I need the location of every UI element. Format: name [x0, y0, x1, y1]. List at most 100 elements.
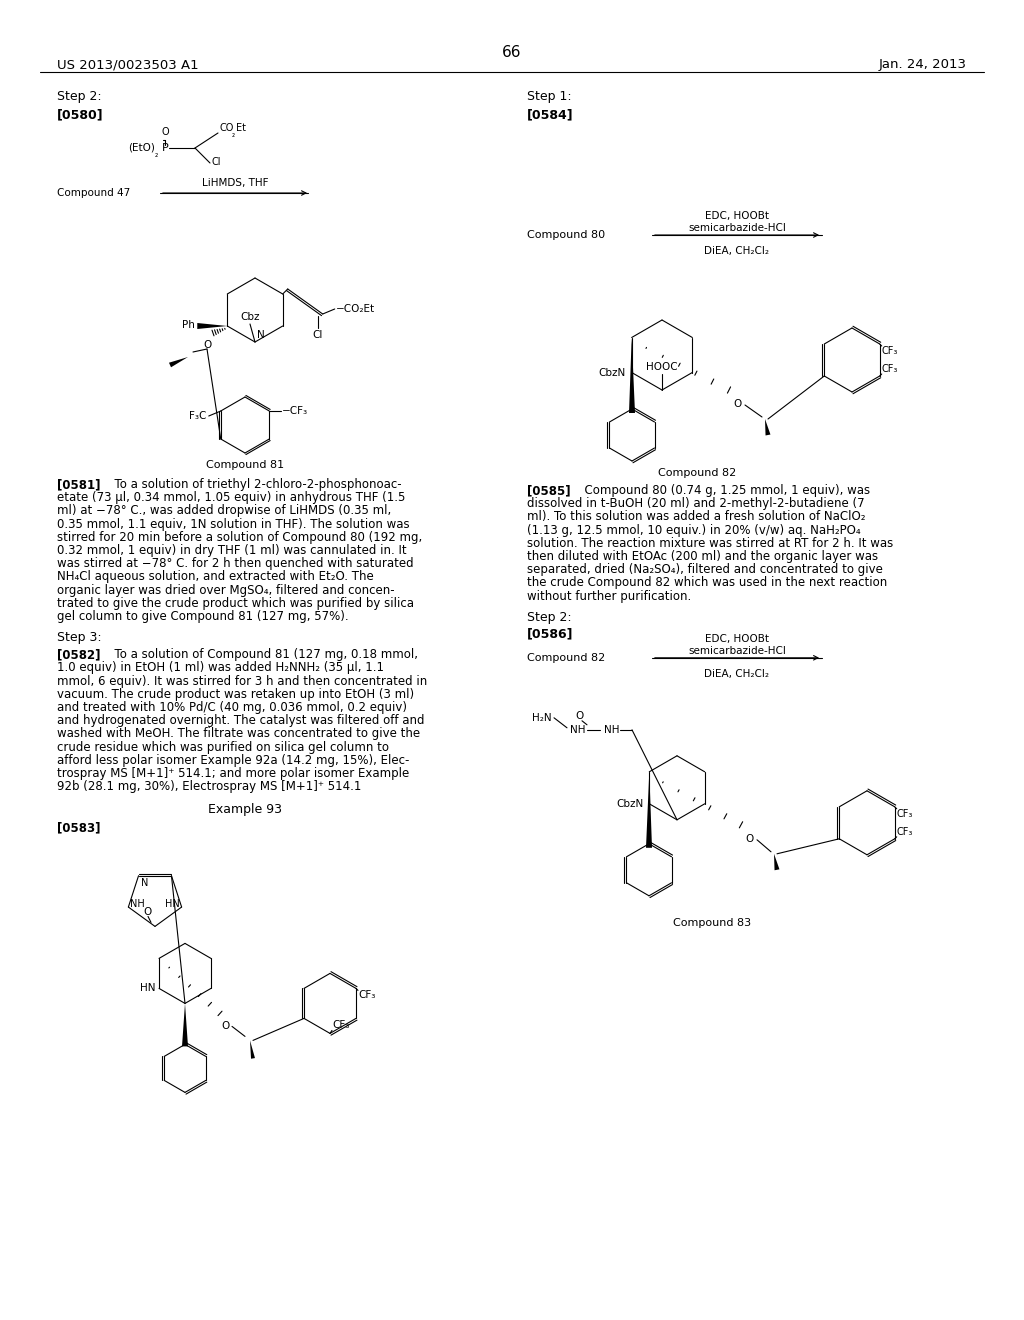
- Text: was stirred at −78° C. for 2 h then quenched with saturated: was stirred at −78° C. for 2 h then quen…: [57, 557, 414, 570]
- Text: Compound 81: Compound 81: [206, 459, 284, 470]
- Text: afford less polar isomer Example 92a (14.2 mg, 15%), Elec-: afford less polar isomer Example 92a (14…: [57, 754, 410, 767]
- Text: NH₄Cl aqueous solution, and extracted with Et₂O. The: NH₄Cl aqueous solution, and extracted wi…: [57, 570, 374, 583]
- Polygon shape: [765, 418, 770, 436]
- Text: NH: NH: [130, 899, 145, 909]
- Text: 1.0 equiv) in EtOH (1 ml) was added H₂NNH₂ (35 μl, 1.1: 1.0 equiv) in EtOH (1 ml) was added H₂NN…: [57, 661, 384, 675]
- Text: Compound 82: Compound 82: [657, 469, 736, 478]
- Text: HOOC: HOOC: [646, 362, 678, 372]
- Text: LiHMDS, THF: LiHMDS, THF: [202, 178, 268, 187]
- Text: gel column to give Compound 81 (127 mg, 57%).: gel column to give Compound 81 (127 mg, …: [57, 610, 348, 623]
- Text: organic layer was dried over MgSO₄, filtered and concen-: organic layer was dried over MgSO₄, filt…: [57, 583, 394, 597]
- Polygon shape: [629, 338, 635, 413]
- Text: washed with MeOH. The filtrate was concentrated to give the: washed with MeOH. The filtrate was conce…: [57, 727, 420, 741]
- Text: CF₃: CF₃: [897, 809, 913, 818]
- Text: Example 93: Example 93: [208, 804, 282, 816]
- Text: [0585]: [0585]: [527, 484, 570, 498]
- Text: CF₃: CF₃: [358, 990, 376, 1001]
- Text: DiEA, CH₂Cl₂: DiEA, CH₂Cl₂: [705, 669, 769, 678]
- Text: 66: 66: [502, 45, 522, 59]
- Text: [0581]: [0581]: [57, 478, 100, 491]
- Text: and treated with 10% Pd/C (40 mg, 0.036 mmol, 0.2 equiv): and treated with 10% Pd/C (40 mg, 0.036 …: [57, 701, 407, 714]
- Text: Step 2:: Step 2:: [57, 90, 101, 103]
- Text: CF₃: CF₃: [332, 1020, 349, 1031]
- Text: separated, dried (Na₂SO₄), filtered and concentrated to give: separated, dried (Na₂SO₄), filtered and …: [527, 564, 883, 577]
- Text: CF₃: CF₃: [882, 346, 898, 356]
- Text: [0586]: [0586]: [527, 628, 573, 640]
- Text: O: O: [744, 834, 753, 843]
- Polygon shape: [182, 1003, 188, 1047]
- Text: (EtO): (EtO): [128, 143, 155, 153]
- Text: dissolved in t-BuOH (20 ml) and 2-methyl-2-butadiene (7: dissolved in t-BuOH (20 ml) and 2-methyl…: [527, 498, 864, 511]
- Text: semicarbazide-HCl: semicarbazide-HCl: [688, 223, 786, 234]
- Text: Compound 83: Compound 83: [673, 917, 751, 928]
- Text: Cbz: Cbz: [241, 312, 260, 322]
- Text: CO: CO: [220, 123, 234, 133]
- Text: crude residue which was purified on silica gel column to: crude residue which was purified on sili…: [57, 741, 389, 754]
- Text: Cl: Cl: [312, 330, 323, 341]
- Text: Jan. 24, 2013: Jan. 24, 2013: [879, 58, 967, 71]
- Text: without further purification.: without further purification.: [527, 590, 691, 603]
- Text: To a solution of triethyl 2-chloro-2-phosphonoac-: To a solution of triethyl 2-chloro-2-pho…: [106, 478, 401, 491]
- Text: F₃C: F₃C: [189, 411, 207, 421]
- Text: DiEA, CH₂Cl₂: DiEA, CH₂Cl₂: [705, 246, 769, 256]
- Text: O: O: [575, 710, 584, 721]
- Text: EDC, HOOBt: EDC, HOOBt: [705, 211, 769, 220]
- Text: US 2013/0023503 A1: US 2013/0023503 A1: [57, 58, 199, 71]
- Text: −CF₃: −CF₃: [283, 407, 308, 416]
- Text: O: O: [733, 399, 741, 409]
- Text: O: O: [203, 341, 211, 350]
- Text: O: O: [221, 1022, 229, 1031]
- Text: EDC, HOOBt: EDC, HOOBt: [705, 634, 769, 644]
- Text: HN: HN: [139, 983, 155, 994]
- Text: ml) at −78° C., was added dropwise of LiHMDS (0.35 ml,: ml) at −78° C., was added dropwise of Li…: [57, 504, 391, 517]
- Text: Step 1:: Step 1:: [527, 90, 571, 103]
- Text: vacuum. The crude product was retaken up into EtOH (3 ml): vacuum. The crude product was retaken up…: [57, 688, 414, 701]
- Text: CbzN: CbzN: [616, 799, 643, 809]
- Polygon shape: [774, 854, 779, 870]
- Text: CF₃: CF₃: [897, 826, 913, 837]
- Text: (1.13 g, 12.5 mmol, 10 equiv.) in 20% (v/w) aq. NaH₂PO₄: (1.13 g, 12.5 mmol, 10 equiv.) in 20% (v…: [527, 524, 860, 537]
- Text: O: O: [143, 907, 152, 917]
- Polygon shape: [250, 1040, 255, 1059]
- Text: [0583]: [0583]: [57, 821, 100, 834]
- Text: NH: NH: [570, 725, 586, 735]
- Text: [0582]: [0582]: [57, 648, 100, 661]
- Text: [0580]: [0580]: [57, 108, 103, 121]
- Text: To a solution of Compound 81 (127 mg, 0.18 mmol,: To a solution of Compound 81 (127 mg, 0.…: [106, 648, 418, 661]
- Text: trospray MS [M+1]⁺ 514.1; and more polar isomer Example: trospray MS [M+1]⁺ 514.1; and more polar…: [57, 767, 410, 780]
- Text: ₂: ₂: [232, 129, 236, 139]
- Text: and hydrogenated overnight. The catalyst was filtered off and: and hydrogenated overnight. The catalyst…: [57, 714, 425, 727]
- Text: P: P: [162, 143, 168, 153]
- Polygon shape: [169, 356, 188, 367]
- Text: NH: NH: [604, 725, 620, 735]
- Text: Ph: Ph: [182, 319, 196, 330]
- Text: 0.35 mmol, 1.1 equiv, 1N solution in THF). The solution was: 0.35 mmol, 1.1 equiv, 1N solution in THF…: [57, 517, 410, 531]
- Text: Step 2:: Step 2:: [527, 611, 571, 624]
- Text: ₂: ₂: [155, 150, 159, 158]
- Text: stirred for 20 min before a solution of Compound 80 (192 mg,: stirred for 20 min before a solution of …: [57, 531, 422, 544]
- Text: Cl: Cl: [212, 157, 221, 168]
- Text: Et: Et: [236, 123, 246, 133]
- Text: H₂N: H₂N: [532, 713, 552, 723]
- Text: O: O: [161, 127, 169, 137]
- Text: Compound 80 (0.74 g, 1.25 mmol, 1 equiv), was: Compound 80 (0.74 g, 1.25 mmol, 1 equiv)…: [577, 484, 870, 498]
- Text: 0.32 mmol, 1 equiv) in dry THF (1 ml) was cannulated in. It: 0.32 mmol, 1 equiv) in dry THF (1 ml) wa…: [57, 544, 407, 557]
- Text: N: N: [140, 878, 147, 888]
- Text: semicarbazide-HCl: semicarbazide-HCl: [688, 645, 786, 656]
- Text: the crude Compound 82 which was used in the next reaction: the crude Compound 82 which was used in …: [527, 577, 887, 590]
- Text: solution. The reaction mixture was stirred at RT for 2 h. It was: solution. The reaction mixture was stirr…: [527, 537, 893, 550]
- Text: CF₃: CF₃: [882, 364, 898, 374]
- Text: ml). To this solution was added a fresh solution of NaClO₂: ml). To this solution was added a fresh …: [527, 511, 865, 524]
- Text: Compound 80: Compound 80: [527, 230, 605, 240]
- Text: Compound 47: Compound 47: [57, 187, 130, 198]
- Text: −CO₂Et: −CO₂Et: [336, 304, 375, 314]
- Text: Step 3:: Step 3:: [57, 631, 101, 644]
- Text: 92b (28.1 mg, 30%), Electrospray MS [M+1]⁺ 514.1: 92b (28.1 mg, 30%), Electrospray MS [M+1…: [57, 780, 361, 793]
- Polygon shape: [198, 323, 227, 329]
- Text: HN: HN: [165, 899, 179, 909]
- Text: etate (73 μl, 0.34 mmol, 1.05 equiv) in anhydrous THF (1.5: etate (73 μl, 0.34 mmol, 1.05 equiv) in …: [57, 491, 406, 504]
- Polygon shape: [646, 772, 652, 847]
- Text: CbzN: CbzN: [598, 367, 626, 378]
- Text: N: N: [257, 330, 265, 341]
- Text: trated to give the crude product which was purified by silica: trated to give the crude product which w…: [57, 597, 414, 610]
